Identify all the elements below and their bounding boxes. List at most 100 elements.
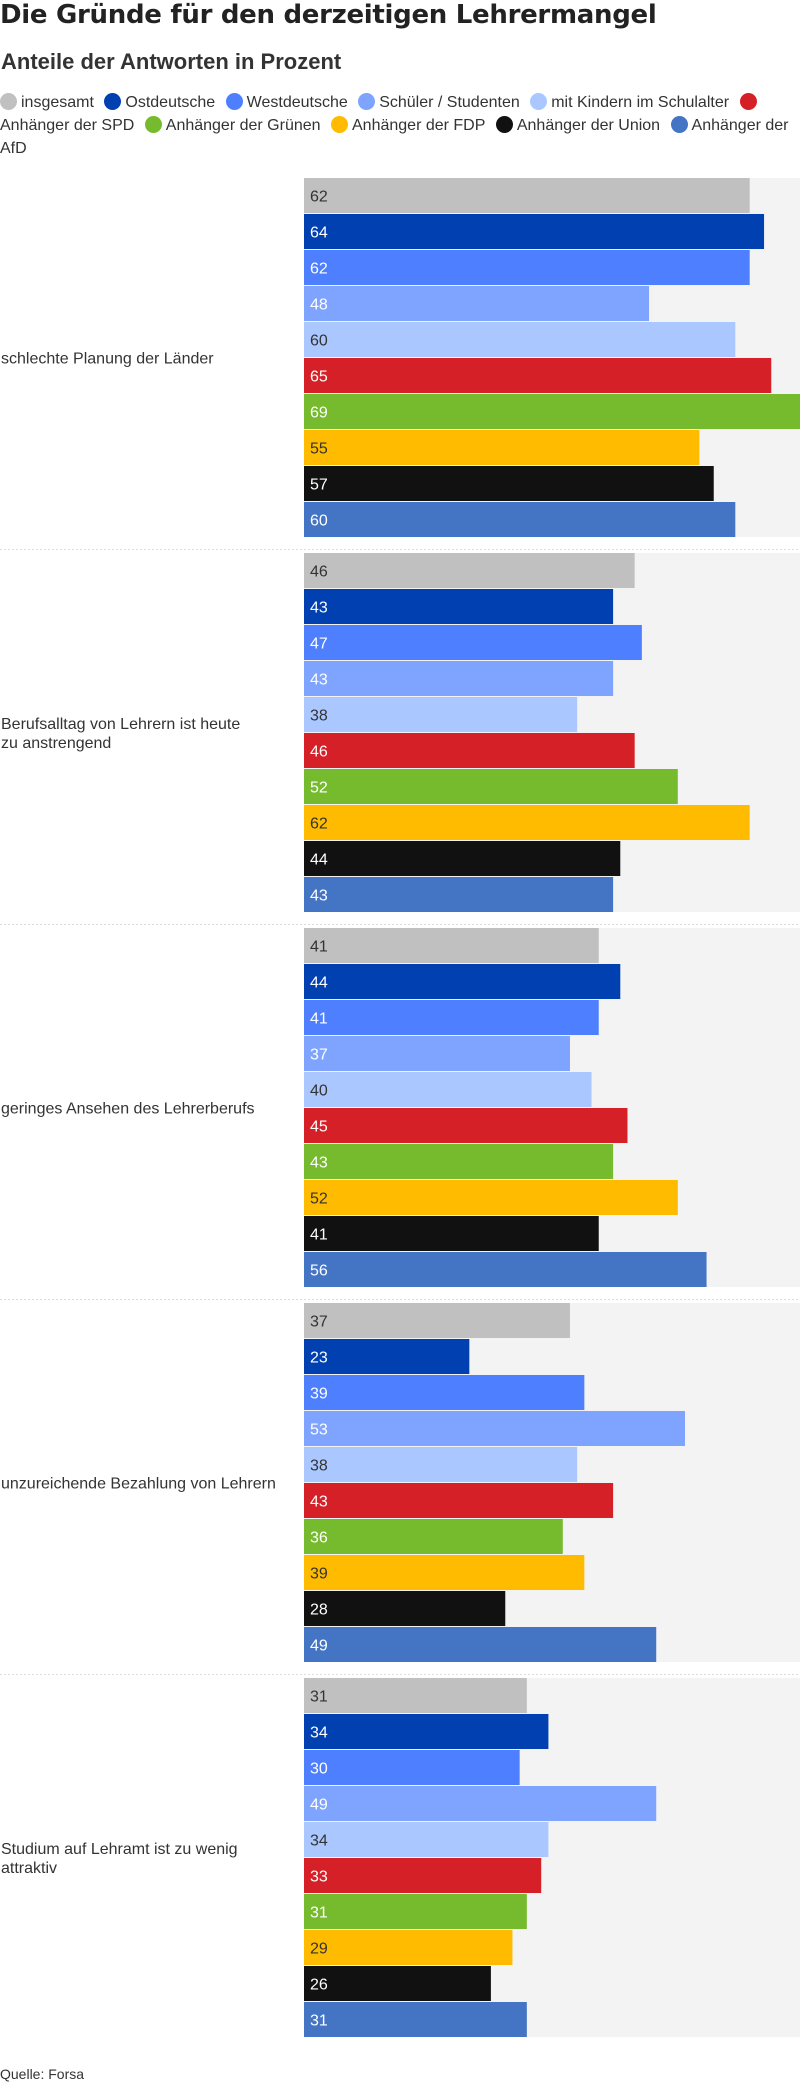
- bar: [304, 589, 614, 624]
- data-label: 34: [310, 1725, 328, 1742]
- bar: [304, 466, 714, 501]
- bar: [304, 805, 750, 840]
- legend-swatch: [739, 93, 757, 110]
- data-label: 39: [310, 1386, 328, 1403]
- bar: [304, 358, 772, 393]
- bar: [304, 1555, 585, 1590]
- data-label: 45: [310, 1119, 328, 1136]
- data-label: 38: [310, 708, 328, 725]
- data-label: 41: [310, 1011, 328, 1028]
- chart-subtitle: Anteile der Antworten in Prozent: [1, 49, 342, 74]
- legend-item: Anhänger der FDP: [331, 116, 486, 134]
- bar: [304, 1180, 678, 1215]
- data-label: 31: [310, 2013, 328, 2030]
- data-label: 30: [310, 1761, 328, 1778]
- legend-label: Schüler / Studenten: [379, 94, 520, 111]
- bar: [304, 1108, 628, 1143]
- bar: [304, 553, 635, 588]
- category-group: 46 43 47 43 38 46 52 62 44 43 Berufsalltag von Leh…: [0, 553, 800, 925]
- bar: [304, 1786, 657, 1821]
- bar: [304, 1339, 470, 1374]
- data-label: 60: [310, 513, 328, 530]
- bar: [304, 697, 578, 732]
- bar: [304, 1447, 578, 1482]
- bar: [304, 769, 678, 804]
- category-group: 62 64 62 48 60 65 69 55 57 60 schlechte Planung de…: [0, 178, 800, 550]
- data-label: 26: [310, 1977, 328, 1994]
- data-label: 48: [310, 297, 328, 314]
- bar: [304, 1216, 599, 1251]
- legend-label: Anhänger der Union: [516, 117, 661, 134]
- category-group: 37 23 39 53 38 43 36 39 28 49 unzureichende Bezahl…: [0, 1303, 800, 1675]
- legend-swatch: [331, 116, 348, 133]
- bar: [304, 1000, 599, 1035]
- data-label: 62: [310, 816, 328, 833]
- category-label: unzureichende Bezahlung von Lehrern: [1, 1476, 276, 1493]
- bar: [304, 1303, 570, 1338]
- data-label: 34: [310, 1833, 328, 1850]
- bar: [304, 214, 765, 249]
- data-label: 36: [310, 1530, 328, 1547]
- legend-item: insgesamt: [0, 93, 94, 111]
- data-label: 43: [310, 600, 328, 617]
- data-label: 23: [310, 1350, 328, 1367]
- legend-label: Ostdeutsche: [125, 94, 216, 111]
- bar: [304, 1036, 570, 1071]
- data-label: 39: [310, 1566, 328, 1583]
- legend-swatch: [225, 93, 243, 110]
- bar: [304, 1930, 513, 1965]
- data-label: 41: [310, 1227, 328, 1244]
- bar: [304, 394, 800, 429]
- bar: [304, 841, 621, 876]
- legend-item: Anhänger der SPD: [0, 93, 761, 134]
- chart-title: Die Gründe für den derzeitigen Lehrerman…: [0, 0, 657, 30]
- data-label: 49: [310, 1638, 328, 1655]
- bar: [304, 1894, 527, 1929]
- data-label: 49: [310, 1797, 328, 1814]
- data-label: 47: [310, 636, 328, 653]
- bar: [304, 733, 635, 768]
- data-label: 29: [310, 1941, 328, 1958]
- legend-item: mit Kindern im Schulalter: [530, 93, 730, 111]
- data-label: 43: [310, 1155, 328, 1172]
- legend-swatch: [104, 93, 122, 110]
- bar-chart: 62 64 62 48 60 65 69 55 57 60 schlechte Planung de…: [0, 178, 800, 2037]
- legend-label: mit Kindern im Schulalter: [551, 94, 730, 111]
- bar: [304, 1678, 527, 1713]
- legend-label: Anhänger der FDP: [352, 117, 486, 134]
- data-label: 64: [310, 225, 328, 242]
- legend-item: Westdeutsche: [225, 93, 348, 111]
- data-label: 46: [310, 564, 328, 581]
- data-label: 44: [310, 852, 328, 869]
- bar: [304, 928, 599, 963]
- bar: [304, 964, 621, 999]
- data-label: 31: [310, 1905, 328, 1922]
- bar: [304, 1714, 549, 1749]
- bar: [304, 1627, 657, 1662]
- legend-swatch: [358, 93, 376, 110]
- category-group: 41 44 41 37 40 45 43 52 41 56 geringes Ansehen des…: [0, 928, 800, 1300]
- data-label: 56: [310, 1263, 328, 1280]
- data-label: 44: [310, 975, 328, 992]
- legend-item: Ostdeutsche: [104, 93, 216, 111]
- data-label: 53: [310, 1422, 328, 1439]
- bar: [304, 1966, 491, 2001]
- data-label: 31: [310, 1689, 328, 1706]
- data-label: 62: [310, 261, 328, 278]
- source-note: Quelle: Forsa: [0, 2066, 85, 2082]
- bar: [304, 661, 614, 696]
- data-label: 52: [310, 780, 328, 797]
- data-label: 37: [310, 1047, 328, 1064]
- category-label: schlechte Planung der Länder: [1, 351, 214, 368]
- category-label: geringes Ansehen des Lehrerberufs: [1, 1101, 255, 1118]
- legend-swatch: [530, 93, 548, 110]
- bar: [304, 430, 700, 465]
- data-label: 65: [310, 369, 328, 386]
- bar: [304, 286, 650, 321]
- legend-label: Westdeutsche: [246, 94, 348, 111]
- bar: [304, 877, 614, 912]
- bar: [304, 1144, 614, 1179]
- bar: [304, 1519, 563, 1554]
- category-group: 31 34 30 49 34 33 31 29 26 31 Studium auf Lehramt …: [1, 1678, 800, 2037]
- bar: [304, 625, 642, 660]
